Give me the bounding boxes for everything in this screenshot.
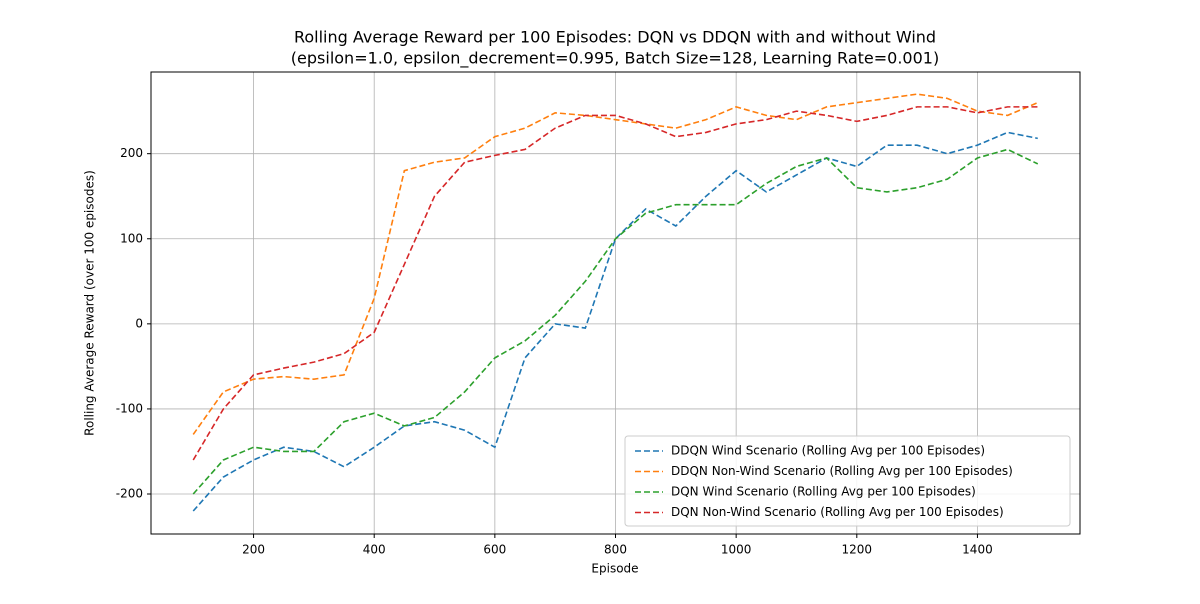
x-tick-label: 400: [363, 543, 386, 557]
y-tick-label: 0: [135, 316, 143, 330]
x-tick-label: 200: [242, 543, 265, 557]
x-tick-label: 800: [604, 543, 627, 557]
y-tick-label: 100: [120, 231, 143, 245]
series-line: [192, 131, 1038, 512]
x-axis-label: Episode: [591, 562, 638, 576]
y-tick-label: 200: [120, 146, 143, 160]
legend-label: DQN Wind Scenario (Rolling Avg per 100 E…: [671, 485, 976, 499]
legend-label: DDQN Non-Wind Scenario (Rolling Avg per …: [671, 464, 1013, 478]
x-tick-label: 1000: [721, 543, 752, 557]
series-line: [192, 93, 1039, 435]
y-tick-label: -100: [116, 401, 143, 415]
series-line: [192, 106, 1038, 461]
chart-title: Rolling Average Reward per 100 Episodes:…: [294, 28, 936, 47]
series-line: [192, 148, 1039, 495]
x-tick-label: 1400: [962, 543, 993, 557]
legend-label: DQN Non-Wind Scenario (Rolling Avg per 1…: [671, 505, 1004, 519]
plot-frame: [150, 71, 1081, 535]
x-tick-label: 600: [483, 543, 506, 557]
legend-label: DDQN Wind Scenario (Rolling Avg per 100 …: [671, 444, 985, 458]
legend-box: [624, 435, 1071, 527]
chart-subtitle: (epsilon=1.0, epsilon_decrement=0.995, B…: [291, 49, 939, 69]
y-tick-label: -200: [116, 487, 143, 501]
y-axis-label: Rolling Average Reward (over 100 episode…: [83, 170, 97, 436]
x-tick-label: 1200: [842, 543, 873, 557]
